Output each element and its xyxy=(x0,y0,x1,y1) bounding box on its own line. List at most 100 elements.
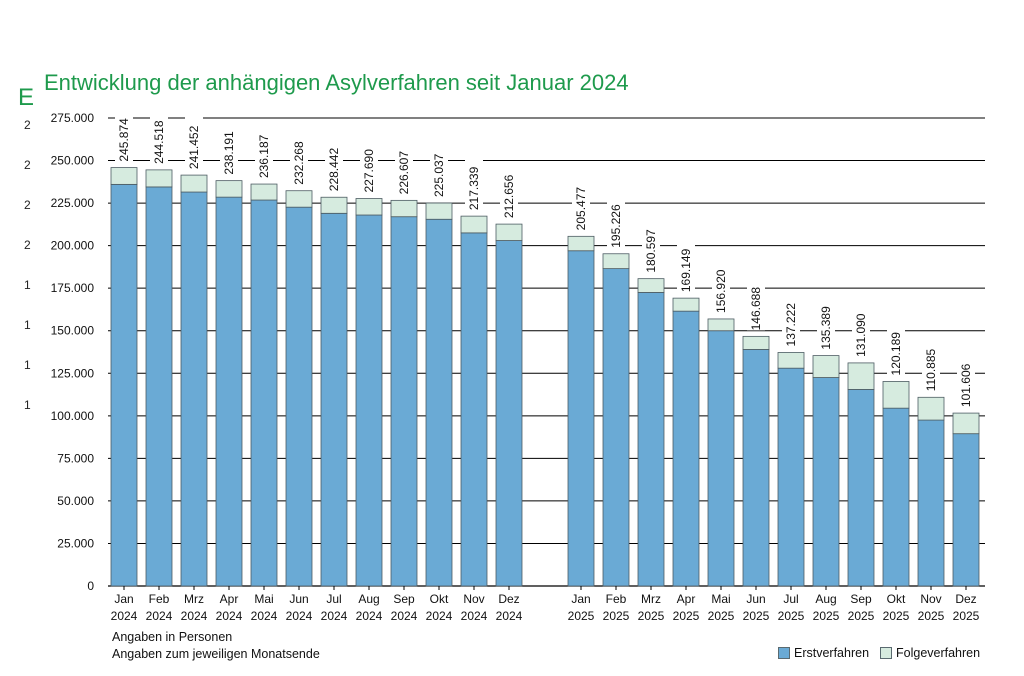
total-data-label: 217.339 xyxy=(467,166,481,210)
x-tick-month: Feb xyxy=(149,592,170,606)
bar-folgeverfahren xyxy=(390,199,418,218)
label-mask xyxy=(290,128,308,185)
label-mask xyxy=(747,274,765,331)
x-tick-year: 2024 xyxy=(426,609,453,623)
x-tick-year: 2024 xyxy=(391,609,418,623)
y-tick-label: 175.000 xyxy=(51,281,95,295)
side-digit: 2 xyxy=(24,158,31,172)
legend-swatch-erst xyxy=(778,647,790,659)
bar-erstverfahren xyxy=(495,240,523,587)
y-tick-label: 25.000 xyxy=(57,536,94,550)
bar-erstverfahren xyxy=(320,212,348,587)
x-tick-month: Okt xyxy=(430,592,449,606)
x-tick-month: Nov xyxy=(463,592,484,606)
side-digit: 2 xyxy=(24,118,31,132)
bar-erstverfahren xyxy=(145,186,173,587)
truncated-side-letter: E xyxy=(18,84,35,111)
x-tick-year: 2025 xyxy=(953,609,980,623)
total-data-label: 236.187 xyxy=(257,134,271,178)
bar-erstverfahren xyxy=(917,419,945,587)
label-mask xyxy=(887,319,905,376)
x-tick-year: 2025 xyxy=(743,609,770,623)
x-tick-year: 2024 xyxy=(356,609,383,623)
total-data-label: 238.191 xyxy=(222,131,236,175)
x-tick-month: Mai xyxy=(254,592,273,606)
total-data-label: 131.090 xyxy=(854,313,868,357)
bar-folgeverfahren xyxy=(460,215,488,234)
y-tick-label: 200.000 xyxy=(51,239,95,253)
bar-folgeverfahren xyxy=(952,412,980,435)
x-tick-month: Jul xyxy=(783,592,798,606)
y-tick-label: 125.000 xyxy=(51,366,95,380)
bar-erstverfahren xyxy=(250,199,278,587)
x-tick-month: Apr xyxy=(677,592,696,606)
label-mask xyxy=(922,335,940,392)
label-mask xyxy=(607,191,625,248)
total-data-label: 169.149 xyxy=(679,248,693,292)
side-digit: 1 xyxy=(24,318,31,332)
side-digit: 2 xyxy=(24,238,31,252)
bar-erstverfahren xyxy=(847,389,875,587)
label-mask xyxy=(465,154,483,211)
label-mask xyxy=(360,136,378,193)
label-mask xyxy=(220,118,238,175)
total-data-label: 120.189 xyxy=(889,332,903,376)
x-tick-year: 2025 xyxy=(603,609,630,623)
x-tick-year: 2025 xyxy=(708,609,735,623)
label-mask xyxy=(817,293,835,350)
label-mask xyxy=(712,256,730,313)
bar-erstverfahren xyxy=(952,433,980,587)
total-data-label: 241.452 xyxy=(187,125,201,169)
label-mask xyxy=(430,141,448,198)
label-mask xyxy=(677,236,695,293)
bar-erstverfahren xyxy=(390,216,418,587)
bar-folgeverfahren xyxy=(917,396,945,421)
bar-erstverfahren xyxy=(110,183,138,587)
bar-folgeverfahren xyxy=(180,174,208,193)
bar-folgeverfahren xyxy=(602,253,630,270)
label-mask xyxy=(185,113,203,170)
total-data-label: 137.222 xyxy=(784,303,798,347)
x-tick-month: Dez xyxy=(498,592,519,606)
label-mask xyxy=(642,216,660,273)
x-tick-year: 2025 xyxy=(918,609,945,623)
label-mask xyxy=(255,122,273,179)
bar-erstverfahren xyxy=(567,250,595,587)
label-mask xyxy=(150,107,168,164)
total-data-label: 146.688 xyxy=(749,287,763,331)
bar-folgeverfahren xyxy=(145,169,173,188)
bar-folgeverfahren xyxy=(637,278,665,293)
bar-erstverfahren xyxy=(425,218,453,587)
bar-erstverfahren xyxy=(355,214,383,587)
bar-erstverfahren xyxy=(812,377,840,587)
legend-label-folge: Folgeverfahren xyxy=(896,646,981,660)
stacked-bar-chart: 0 25.000 50.000 75.000 100.000 125.000 150.000… xyxy=(50,107,985,623)
chart-title: Entwicklung der anhängigen Asylverfahren… xyxy=(44,70,629,95)
label-mask xyxy=(782,290,800,347)
label-mask xyxy=(325,135,343,192)
total-data-label: 135.389 xyxy=(819,306,833,350)
bar-folgeverfahren xyxy=(777,352,805,369)
legend-label-erst: Erstverfahren xyxy=(794,646,870,660)
bar-folgeverfahren xyxy=(847,362,875,390)
x-tick-year: 2024 xyxy=(461,609,488,623)
x-tick-month: Apr xyxy=(220,592,239,606)
x-tick-month: Mrz xyxy=(184,592,204,606)
x-tick-year: 2025 xyxy=(778,609,805,623)
total-data-label: 226.607 xyxy=(397,151,411,195)
y-tick-label: 225.000 xyxy=(51,196,95,210)
y-tick-label: 100.000 xyxy=(51,409,95,423)
label-mask xyxy=(572,174,590,231)
bar-folgeverfahren xyxy=(285,190,313,208)
total-data-label: 180.597 xyxy=(644,229,658,273)
bar-erstverfahren xyxy=(672,310,700,587)
y-tick-label: 275.000 xyxy=(51,111,95,125)
label-mask xyxy=(852,300,870,357)
x-tick-year: 2024 xyxy=(181,609,208,623)
total-data-label: 225.037 xyxy=(432,153,446,197)
side-digit: 1 xyxy=(24,398,31,412)
total-data-label: 212.656 xyxy=(502,174,516,218)
total-data-label: 244.518 xyxy=(152,120,166,164)
y-tick-label: 50.000 xyxy=(57,494,94,508)
bar-erstverfahren xyxy=(707,330,735,587)
